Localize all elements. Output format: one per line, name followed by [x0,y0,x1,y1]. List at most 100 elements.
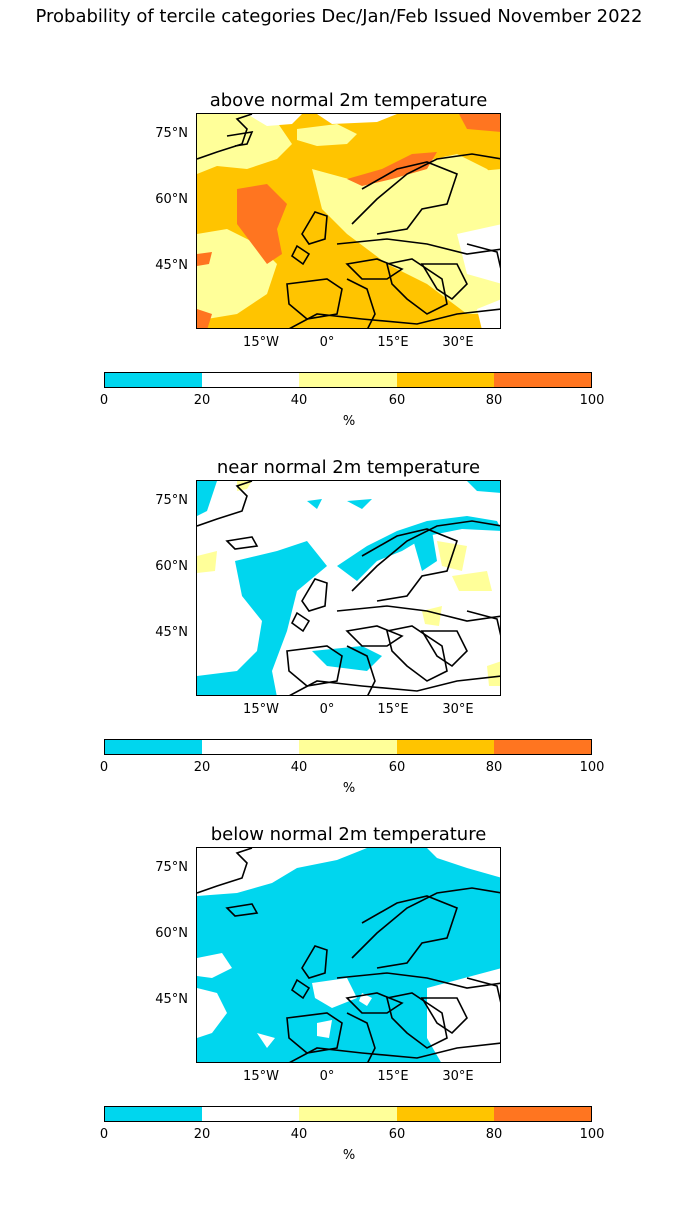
lon-label: 30°E [442,335,474,350]
colorbar-tick: 80 [485,1127,503,1142]
colorbar-segment [299,373,397,387]
lat-label: 75°N [155,860,188,875]
field-80-100 [197,252,212,266]
field-20-40 [427,848,500,878]
colorbar [104,1106,592,1122]
field-40-60 [452,571,492,591]
lat-label: 75°N [155,493,188,508]
colorbar-tick: 20 [193,760,211,775]
map-above-normal [196,113,501,329]
map-near-normal [196,480,501,696]
field-40-60 [447,169,500,214]
field-80-100 [237,184,287,264]
colorbar [104,372,592,388]
colorbar-segment [493,373,592,387]
lat-label: 45°N [155,625,188,640]
map-below-normal [196,847,501,1063]
field-0-20 [197,541,327,695]
colorbar-tick: 100 [579,760,605,775]
colorbar-segment [396,373,494,387]
field-20-40 [317,114,397,124]
colorbar-label: % [342,781,356,796]
field-20-40 [197,953,232,978]
figure-title: Probability of tercile categories Dec/Ja… [35,6,643,27]
colorbar-segment [105,373,203,387]
colorbar-tick: 0 [99,393,109,408]
colorbar-segment [493,740,592,754]
lat-label: 75°N [155,126,188,141]
lat-label: 60°N [155,926,188,941]
field-0-20 [312,646,382,671]
colorbar-label: % [342,414,356,429]
colorbar-segment [202,373,300,387]
lon-label: 0° [319,335,335,350]
colorbar-tick: 100 [579,393,605,408]
lat-label: 60°N [155,192,188,207]
field-0-20 [467,481,500,493]
colorbar-tick: 40 [290,760,308,775]
field-0-20 [412,531,437,571]
lon-label: 15°E [377,702,409,717]
colorbar-tick: 0 [99,760,109,775]
colorbar-tick: 100 [579,1127,605,1142]
field-40-60 [487,661,500,686]
colorbar-segment [396,1107,494,1121]
lon-label: 15°W [243,702,279,717]
colorbar-segment [493,1107,592,1121]
lon-label: 15°E [377,335,409,350]
colorbar-tick: 80 [485,393,503,408]
field-40-60 [297,124,357,146]
colorbar-tick: 20 [193,393,211,408]
lon-label: 15°W [243,335,279,350]
coastlines [197,848,500,1062]
coastlines [197,114,500,328]
lat-label: 45°N [155,258,188,273]
field-20-40 [197,988,227,1038]
colorbar-segment [299,740,397,754]
colorbar-tick: 60 [388,1127,406,1142]
field-20-40 [197,848,367,896]
coastlines [197,481,500,695]
lon-label: 15°W [243,1069,279,1084]
field-20-40 [477,299,500,328]
colorbar-tick: 20 [193,1127,211,1142]
panel-above-normal: above normal 2m temperature [0,90,678,483]
field-80-100 [347,152,437,186]
field-20-40 [312,978,357,1008]
field-80-100 [197,309,212,328]
lon-label: 15°E [377,1069,409,1084]
field-40-60 [312,154,500,314]
panel-below-normal: below normal 2m temperature [0,824,678,1217]
field-20-40 [247,114,302,126]
field-80-100 [459,114,500,132]
field-20-40 [317,1020,332,1038]
colorbar-tick: 60 [388,760,406,775]
field-40-60 [197,551,217,573]
lon-label: 0° [319,702,335,717]
panel-title: above normal 2m temperature [209,90,488,111]
colorbar-tick: 40 [290,1127,308,1142]
colorbar-segment [202,740,300,754]
lat-label: 45°N [155,992,188,1007]
colorbar-label: % [342,1148,356,1163]
panel-title: below normal 2m temperature [210,824,487,845]
lon-label: 0° [319,1069,335,1084]
colorbar [104,739,592,755]
field-0-20 [347,499,372,509]
colorbar-tick: 80 [485,760,503,775]
colorbar-segment [396,740,494,754]
colorbar-segment [202,1107,300,1121]
field-20-40 [257,1033,275,1048]
colorbar-tick: 60 [388,393,406,408]
field-40-60 [237,481,252,491]
colorbar-tick: 40 [290,393,308,408]
field-40-60 [197,229,277,319]
colorbar-segment [105,1107,203,1121]
panel-near-normal: near normal 2m temperature [0,457,678,850]
lon-label: 30°E [442,1069,474,1084]
colorbar-segment [299,1107,397,1121]
panel-title: near normal 2m temperature [216,457,481,478]
field-0-20 [197,481,217,516]
field-0-20 [307,499,322,509]
lat-label: 60°N [155,559,188,574]
